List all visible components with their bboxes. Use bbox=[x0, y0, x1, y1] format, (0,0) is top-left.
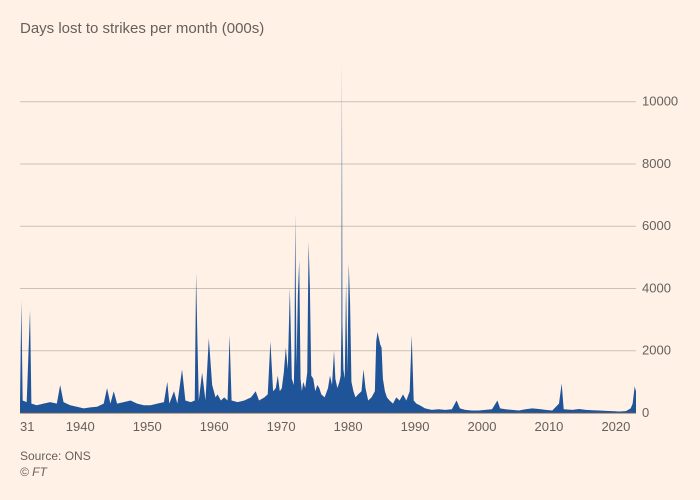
x-tick-label: 2020 bbox=[601, 419, 630, 434]
credit-text: © FT bbox=[20, 465, 680, 479]
x-tick-label: 1940 bbox=[66, 419, 95, 434]
x-tick-label: 1980 bbox=[334, 419, 363, 434]
chart-container: Days lost to strikes per month (000s) 02… bbox=[0, 0, 700, 500]
series-area bbox=[20, 64, 636, 413]
y-tick-label: 0 bbox=[642, 405, 649, 420]
x-tick-label: 2010 bbox=[534, 419, 563, 434]
y-tick-label: 2000 bbox=[642, 343, 671, 358]
source-text: Source: ONS bbox=[20, 449, 680, 463]
x-tick-label: 1960 bbox=[200, 419, 229, 434]
y-tick-label: 10000 bbox=[642, 94, 678, 109]
y-tick-label: 8000 bbox=[642, 156, 671, 171]
plot-area: 0 2000 4000 6000 8000 10000 1931 1940 1950 1960 19… bbox=[20, 51, 680, 435]
chart-footer: Source: ONS © FT bbox=[20, 449, 680, 479]
x-tick-label: 2000 bbox=[468, 419, 497, 434]
plot-svg: 0 2000 4000 6000 8000 10000 1931 1940 1950 1960 19… bbox=[20, 51, 680, 435]
x-tick-label: 1950 bbox=[133, 419, 162, 434]
y-tick-label: 6000 bbox=[642, 218, 671, 233]
x-tick-label: 1990 bbox=[401, 419, 430, 434]
x-tick-label: 1931 bbox=[20, 419, 34, 434]
y-tick-label: 4000 bbox=[642, 280, 671, 295]
chart-subtitle: Days lost to strikes per month (000s) bbox=[20, 20, 680, 37]
x-tick-label: 1970 bbox=[267, 419, 296, 434]
